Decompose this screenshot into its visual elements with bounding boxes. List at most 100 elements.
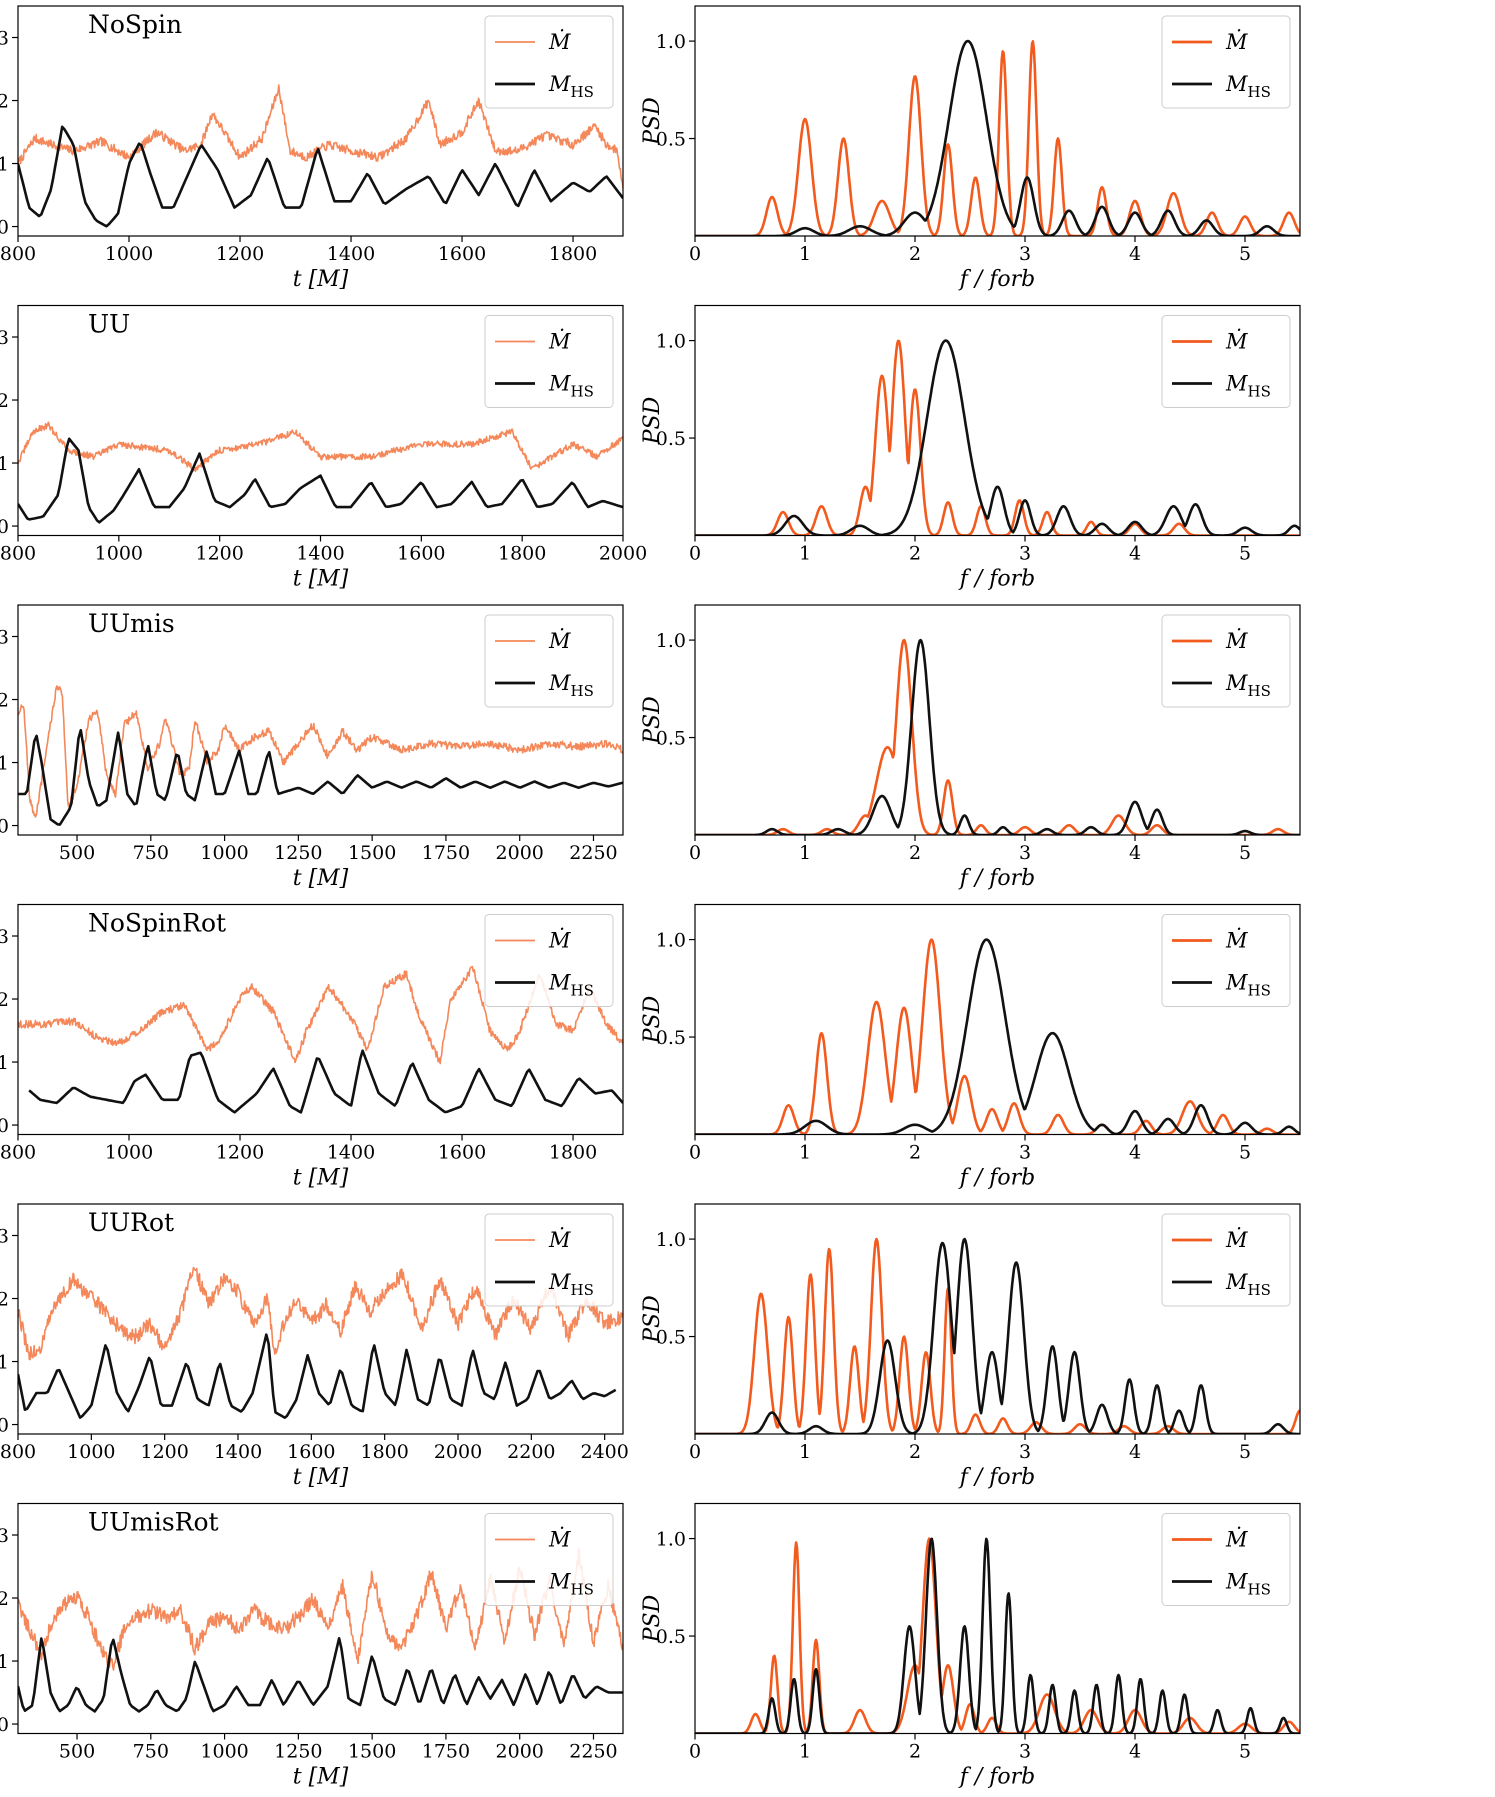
y-axis-label: PSD <box>640 396 665 445</box>
x-axis-label: f / forb <box>958 866 1036 891</box>
x-tick-label: 1200 <box>216 1142 264 1164</box>
y-tick-label: 0.5 <box>656 1327 686 1349</box>
legend: Ṁ MHS <box>484 914 614 1007</box>
x-tick-label: 1500 <box>348 842 396 864</box>
plot-frame <box>17 604 624 836</box>
series-line-mhs <box>695 339 1300 536</box>
x-tick-label: 3 <box>1019 842 1031 864</box>
legend-label: MHS <box>1225 372 1271 401</box>
y-tick-label: 3 <box>0 926 9 948</box>
x-tick-label: 800 <box>0 243 36 265</box>
y-tick-label: 3 <box>0 28 9 50</box>
x-axis-label: f / forb <box>958 1166 1036 1191</box>
x-tick-label: 5 <box>1239 1441 1251 1463</box>
x-axis-label: t [M] <box>293 1166 349 1191</box>
legend: Ṁ MHS <box>484 315 614 408</box>
legend-label: MHS <box>1225 971 1271 1000</box>
y-tick-label: 1 <box>0 154 9 176</box>
series-line-mdot <box>695 339 1300 536</box>
x-axis-label: t [M] <box>293 567 349 592</box>
x-tick-label: 1000 <box>95 543 143 565</box>
legend: Ṁ MHS <box>1161 614 1291 708</box>
series-line-mdot <box>18 685 623 818</box>
x-tick-label: 1600 <box>438 1142 486 1164</box>
legend-label: Ṁ <box>548 30 571 54</box>
x-tick-label: 4 <box>1129 1142 1141 1164</box>
x-tick-label: 4 <box>1129 543 1141 565</box>
y-tick-label: 0.5 <box>656 1626 686 1648</box>
x-tick-label: 4 <box>1129 243 1141 265</box>
y-tick-label: 0 <box>0 516 9 538</box>
x-tick-label: 1 <box>799 1441 811 1463</box>
x-tick-label: 1000 <box>200 842 248 864</box>
y-tick-label: 2 <box>0 1289 9 1311</box>
x-tick-label: 5 <box>1239 543 1251 565</box>
x-tick-label: 1200 <box>195 543 243 565</box>
legend-label: Ṁ <box>1225 629 1248 653</box>
x-tick-label: 0 <box>689 1142 701 1164</box>
legend-label: Ṁ <box>1225 1228 1248 1252</box>
y-tick-label: 2 <box>0 1588 9 1610</box>
x-tick-label: 1400 <box>214 1441 262 1463</box>
chart-NoSpin: 800 1000 1200 1400 1600 1800 0 1 2 3 t [M] NoSpin ṀM… <box>0 5 624 292</box>
x-axis-label: f / forb <box>958 1465 1036 1490</box>
legend-label: MHS <box>548 372 594 401</box>
x-axis-label: t [M] <box>293 866 349 891</box>
x-tick-label: 1 <box>799 243 811 265</box>
plot-frame <box>694 604 1301 836</box>
y-tick-label: 1 <box>0 453 9 475</box>
chart-psd-3: 0 1 2 3 4 5 0.5 1.0 f / forb PSD Ṁ MHS <box>640 903 1301 1191</box>
x-tick-label: 0 <box>689 842 701 864</box>
plot-frame <box>17 1203 624 1435</box>
x-axis-label: f / forb <box>958 567 1036 592</box>
y-axis-label: PSD <box>640 995 665 1044</box>
x-tick-label: 5 <box>1239 1741 1251 1763</box>
y-tick-label: 1.0 <box>656 1229 686 1251</box>
legend-label: MHS <box>548 671 594 700</box>
plot-frame <box>694 304 1301 537</box>
y-axis-label: PSD <box>640 1295 665 1344</box>
x-tick-label: 5 <box>1239 243 1251 265</box>
panel-title: UU <box>88 310 130 339</box>
x-tick-label: 500 <box>59 842 95 864</box>
x-axis-label: f / forb <box>958 267 1036 292</box>
y-tick-label: 3 <box>0 627 9 649</box>
legend-label: MHS <box>1225 1570 1271 1599</box>
x-tick-label: 2 <box>909 1441 921 1463</box>
y-tick-label: 1.0 <box>656 930 686 952</box>
legend-label: MHS <box>548 1270 594 1299</box>
x-tick-label: 2 <box>909 1142 921 1164</box>
series-line-mdot <box>695 1237 1300 1434</box>
y-tick-label: 3 <box>0 1525 9 1547</box>
legend-label: Ṁ <box>1225 30 1248 54</box>
y-tick-label: 1 <box>0 753 9 775</box>
x-axis-label: t [M] <box>293 1465 349 1490</box>
y-tick-label: 1 <box>0 1052 9 1074</box>
series-line-mhs <box>695 938 1300 1135</box>
y-tick-label: 0.5 <box>656 1027 686 1049</box>
x-tick-label: 1800 <box>549 1142 597 1164</box>
x-tick-label: 2250 <box>569 1741 617 1763</box>
x-tick-label: 800 <box>0 543 36 565</box>
chart-psd-4: 0 1 2 3 4 5 0.5 1.0 f / forb PSD Ṁ MHS <box>640 1203 1301 1490</box>
x-tick-label: 1400 <box>327 1142 375 1164</box>
plot-frame <box>694 903 1301 1136</box>
x-tick-label: 0 <box>689 1741 701 1763</box>
x-tick-label: 800 <box>0 1142 36 1164</box>
legend: Ṁ MHS <box>484 1213 614 1307</box>
y-tick-label: 0 <box>0 1415 9 1437</box>
panel-title: UUmis <box>88 609 175 638</box>
series-line-mhs <box>18 728 623 826</box>
x-tick-label: 3 <box>1019 543 1031 565</box>
chart-UUmisRot: 500 750 1000 1250 1500 1750 2000 2250 0 1 2 3 t [M] U… <box>0 1502 624 1790</box>
x-tick-label: 1600 <box>438 243 486 265</box>
x-tick-label: 4 <box>1129 1741 1141 1763</box>
y-tick-label: 1.0 <box>656 31 686 53</box>
legend: Ṁ MHS <box>484 1513 614 1606</box>
x-axis-label: t [M] <box>293 267 349 292</box>
plot-frame <box>17 1502 624 1735</box>
x-tick-label: 2400 <box>580 1441 628 1463</box>
series-line-mdot <box>18 421 623 473</box>
y-tick-label: 0 <box>0 1115 9 1137</box>
